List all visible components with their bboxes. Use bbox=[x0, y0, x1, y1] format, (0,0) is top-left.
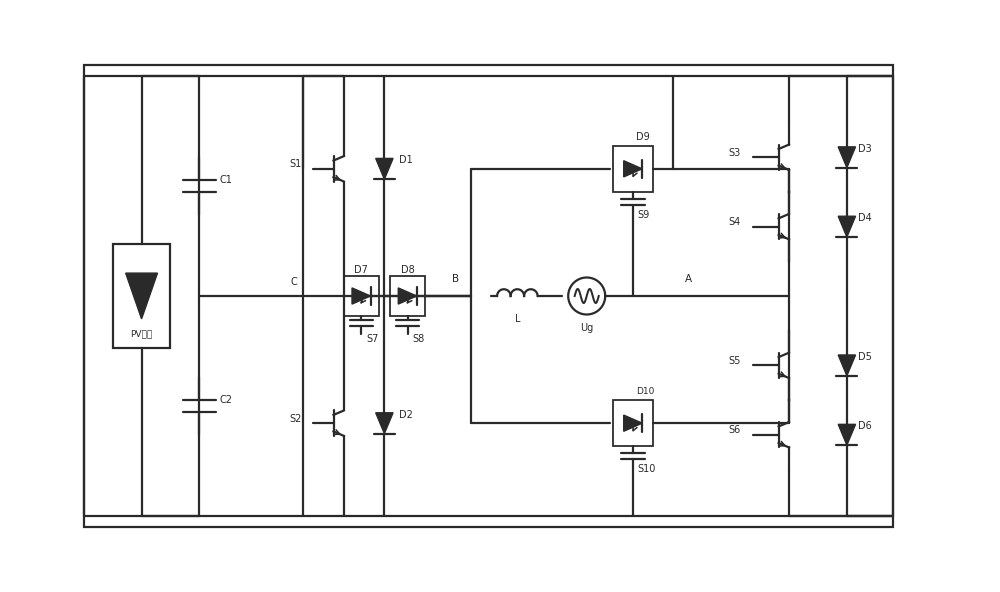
Text: Ug: Ug bbox=[580, 323, 593, 333]
Polygon shape bbox=[398, 288, 417, 304]
Bar bbox=[613, 400, 653, 446]
Text: S7: S7 bbox=[366, 334, 378, 345]
Bar bbox=[84, 65, 893, 527]
Polygon shape bbox=[838, 424, 856, 445]
Text: B: B bbox=[452, 274, 460, 284]
Text: C: C bbox=[291, 276, 298, 287]
Text: L: L bbox=[515, 314, 520, 324]
Text: D3: D3 bbox=[858, 144, 872, 153]
Text: S5: S5 bbox=[729, 356, 741, 366]
Text: C2: C2 bbox=[220, 395, 233, 405]
Polygon shape bbox=[352, 288, 371, 304]
Text: D1: D1 bbox=[399, 155, 413, 165]
Text: S6: S6 bbox=[729, 425, 741, 435]
Text: S10: S10 bbox=[638, 465, 656, 474]
Text: S1: S1 bbox=[289, 159, 302, 169]
Text: D9: D9 bbox=[636, 132, 650, 142]
Polygon shape bbox=[376, 159, 393, 179]
Text: S3: S3 bbox=[729, 147, 741, 157]
Text: D5: D5 bbox=[858, 352, 872, 362]
Polygon shape bbox=[624, 415, 642, 432]
Text: S2: S2 bbox=[289, 414, 302, 423]
Bar bbox=[613, 146, 653, 192]
Text: D2: D2 bbox=[399, 410, 413, 420]
Text: D8: D8 bbox=[401, 265, 414, 275]
Polygon shape bbox=[376, 413, 393, 433]
Text: D10: D10 bbox=[636, 387, 654, 396]
Text: S4: S4 bbox=[729, 217, 741, 227]
Polygon shape bbox=[838, 355, 856, 376]
Text: D7: D7 bbox=[354, 265, 368, 275]
Polygon shape bbox=[624, 160, 642, 177]
Text: A: A bbox=[685, 274, 692, 284]
Text: PV单元: PV单元 bbox=[130, 329, 153, 338]
Text: C1: C1 bbox=[220, 175, 232, 185]
Text: D4: D4 bbox=[858, 213, 872, 223]
Polygon shape bbox=[126, 273, 157, 319]
Bar bbox=[344, 276, 379, 316]
Text: S8: S8 bbox=[412, 334, 424, 345]
Bar bbox=[113, 244, 170, 348]
Polygon shape bbox=[838, 216, 856, 237]
Text: S9: S9 bbox=[638, 210, 650, 220]
Bar bbox=[390, 276, 425, 316]
Text: D6: D6 bbox=[858, 421, 872, 431]
Polygon shape bbox=[838, 147, 856, 168]
